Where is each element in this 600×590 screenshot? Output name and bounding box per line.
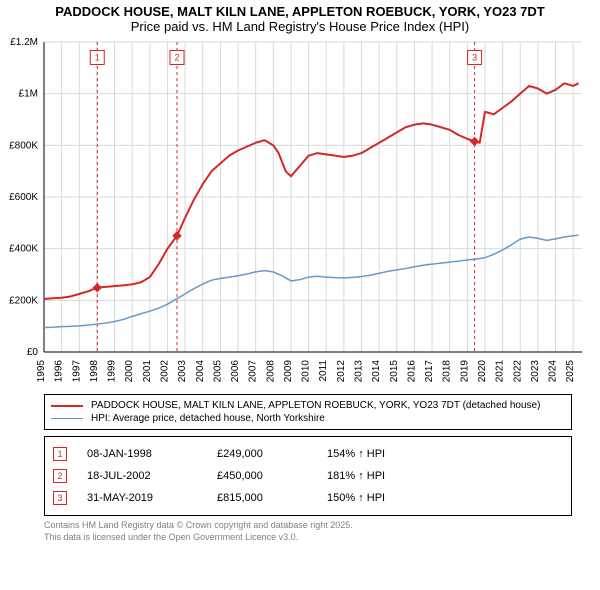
- sale-price: £249,000: [217, 448, 307, 460]
- sales-table: 1 08-JAN-1998 £249,000 154% ↑ HPI 2 18-JUL-20…: [44, 436, 572, 516]
- legend-label: HPI: Average price, detached house, Nort…: [91, 413, 325, 424]
- y-axis-label: £1M: [19, 89, 38, 100]
- legend-swatch: [51, 405, 83, 407]
- y-axis-label: £800K: [9, 140, 38, 151]
- x-axis-label: 2011: [318, 360, 329, 382]
- x-axis-label: 2013: [354, 360, 365, 383]
- sale-row-marker: 2: [53, 469, 67, 483]
- chart-title-sub: Price paid vs. HM Land Registry's House …: [8, 19, 592, 34]
- legend-swatch: [51, 418, 83, 419]
- sales-row: 1 08-JAN-1998 £249,000 154% ↑ HPI: [53, 443, 563, 465]
- x-axis-label: 2025: [565, 360, 576, 383]
- y-axis-label: £200K: [9, 295, 38, 306]
- x-axis-label: 2015: [389, 360, 400, 383]
- x-axis-label: 1998: [89, 360, 100, 383]
- x-axis-label: 2019: [459, 360, 470, 383]
- x-axis-label: 2020: [477, 360, 488, 383]
- sale-hpi: 181% ↑ HPI: [327, 470, 563, 482]
- x-axis-label: 2001: [142, 360, 153, 383]
- legend-row: PADDOCK HOUSE, MALT KILN LANE, APPLETON …: [51, 399, 565, 412]
- sale-row-marker: 1: [53, 447, 67, 461]
- legend: PADDOCK HOUSE, MALT KILN LANE, APPLETON …: [44, 394, 572, 430]
- sale-hpi: 150% ↑ HPI: [327, 492, 563, 504]
- attribution-footnote: Contains HM Land Registry data © Crown c…: [44, 520, 572, 543]
- sale-date: 18-JUL-2002: [87, 470, 197, 482]
- sale-price: £450,000: [217, 470, 307, 482]
- x-axis-label: 2004: [195, 360, 206, 383]
- series-price_paid: [44, 83, 578, 299]
- x-axis-label: 2023: [530, 360, 541, 383]
- sale-row-marker: 3: [53, 491, 67, 505]
- x-axis-label: 1996: [54, 360, 65, 383]
- legend-label: PADDOCK HOUSE, MALT KILN LANE, APPLETON …: [91, 400, 540, 411]
- x-axis-label: 1999: [107, 360, 118, 383]
- sale-price: £815,000: [217, 492, 307, 504]
- x-axis-label: 2008: [265, 360, 276, 383]
- sale-date: 31-MAY-2019: [87, 492, 197, 504]
- y-axis-label: £1.2M: [10, 37, 38, 48]
- sales-row: 2 18-JUL-2002 £450,000 181% ↑ HPI: [53, 465, 563, 487]
- x-axis-label: 2024: [548, 360, 559, 383]
- sale-marker-number: 2: [174, 53, 179, 63]
- y-axis-label: £0: [27, 347, 39, 358]
- x-axis-label: 2021: [495, 360, 506, 383]
- chart-area: £0 £200K £400K £600K £800K £1M £1.2M 1995 1996 19…: [0, 36, 600, 388]
- y-axis-label: £600K: [9, 192, 38, 203]
- footnote-line2: This data is licensed under the Open Gov…: [44, 532, 572, 544]
- chart-title-main: PADDOCK HOUSE, MALT KILN LANE, APPLETON …: [8, 4, 592, 19]
- sale-marker-number: 1: [95, 53, 100, 63]
- chart-svg: £0 £200K £400K £600K £800K £1M £1.2M 1995 1996 19…: [0, 36, 600, 388]
- y-axis-label: £400K: [9, 244, 38, 255]
- x-axis-label: 2010: [301, 360, 312, 383]
- x-axis-label: 2014: [371, 360, 382, 383]
- sale-hpi: 154% ↑ HPI: [327, 448, 563, 460]
- x-axis-label: 2000: [124, 360, 135, 383]
- x-axis-label: 2018: [442, 360, 453, 383]
- x-axis-label: 1997: [71, 360, 82, 383]
- x-axis-label: 2005: [212, 360, 223, 383]
- x-axis-label: 1995: [36, 360, 47, 383]
- sales-row: 3 31-MAY-2019 £815,000 150% ↑ HPI: [53, 487, 563, 509]
- sale-marker-number: 3: [472, 53, 477, 63]
- x-axis-label: 2007: [248, 360, 259, 383]
- x-axis-label: 2009: [283, 360, 294, 383]
- footnote-line1: Contains HM Land Registry data © Crown c…: [44, 520, 572, 532]
- x-axis-label: 2022: [512, 360, 523, 383]
- x-axis-label: 2016: [406, 360, 417, 383]
- sale-point-marker: [93, 284, 101, 292]
- x-axis-label: 2012: [336, 360, 347, 383]
- sale-point-marker: [471, 137, 479, 145]
- x-axis-label: 2017: [424, 360, 435, 383]
- chart-title-block: PADDOCK HOUSE, MALT KILN LANE, APPLETON …: [0, 0, 600, 36]
- x-axis-label: 2003: [177, 360, 188, 383]
- legend-row: HPI: Average price, detached house, Nort…: [51, 412, 565, 425]
- x-axis-label: 2006: [230, 360, 241, 383]
- x-axis-label: 2002: [159, 360, 170, 383]
- sale-date: 08-JAN-1998: [87, 448, 197, 460]
